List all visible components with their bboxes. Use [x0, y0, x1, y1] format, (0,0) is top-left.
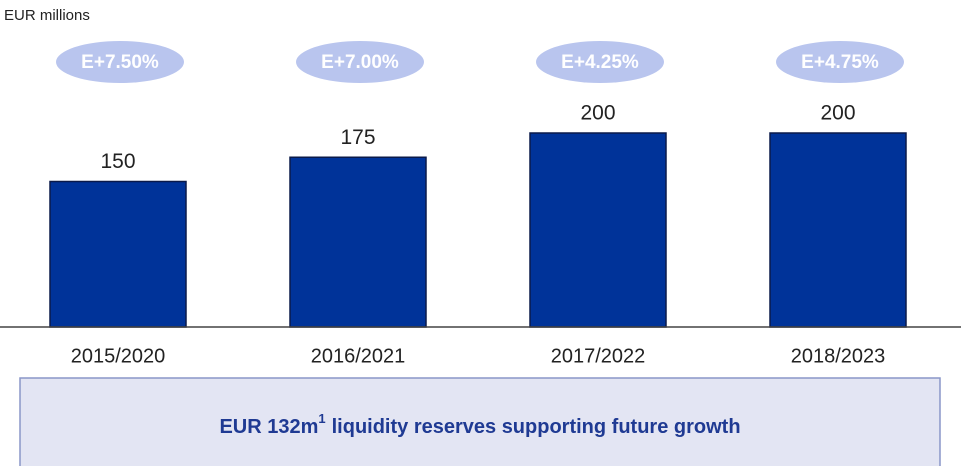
x-tick-label: 2017/2022 — [551, 345, 646, 367]
summary-superscript: 1 — [318, 411, 325, 426]
annotation: E+4.25% — [561, 52, 639, 73]
annotation: E+7.00% — [321, 52, 399, 73]
summary-text-part: EUR 132m — [219, 416, 318, 438]
summary-box — [19, 377, 941, 466]
annotation-pill — [536, 41, 664, 83]
bar — [49, 180, 187, 328]
annotation-pill — [296, 41, 424, 83]
annotation: E+7.50% — [81, 52, 159, 73]
bar — [769, 132, 907, 328]
x-tick-label: 2015/2020 — [71, 345, 166, 367]
value-label: 200 — [820, 102, 855, 125]
annotation: E+4.75% — [801, 52, 879, 73]
x-tick-label: 2018/2023 — [791, 345, 886, 367]
bar — [529, 132, 667, 328]
annotation-pill — [56, 41, 184, 83]
summary-text-part: liquidity reserves supporting future gro… — [332, 416, 741, 438]
axis-label: EUR millions — [4, 7, 90, 24]
x-tick-label: 2016/2021 — [311, 345, 406, 367]
annotation-pill — [776, 41, 904, 83]
value-label: 150 — [100, 150, 135, 173]
summary-text: EUR 132m1 liquidity reserves supporting f… — [219, 411, 740, 438]
bar — [289, 156, 427, 328]
value-label: 200 — [580, 102, 615, 125]
value-label: 175 — [340, 126, 375, 149]
